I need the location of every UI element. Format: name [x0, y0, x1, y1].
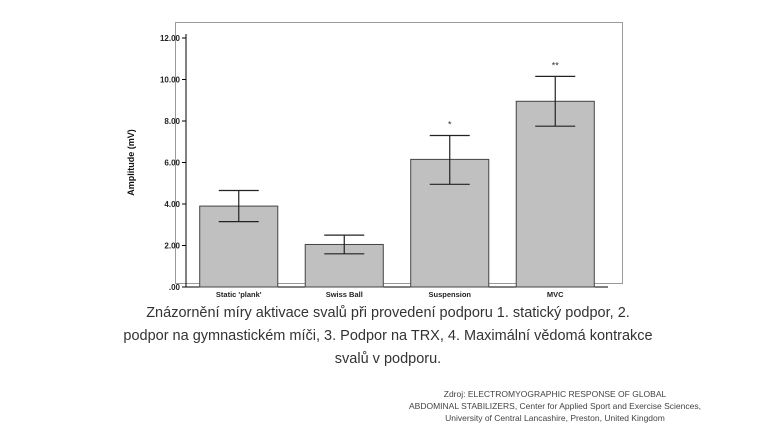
y-tick-label: 8.00 — [164, 117, 180, 126]
source-line-2: ABDOMINAL STABILIZERS, Center for Applie… — [409, 401, 701, 411]
x-tick-label: MVC — [547, 290, 564, 299]
source-line-3: University of Central Lancashire, Presto… — [445, 413, 665, 423]
caption-line-3: svalů v podporu. — [334, 351, 442, 367]
x-tick-label: Swiss Ball — [326, 290, 363, 299]
bar-chart: .00 2.00 4.00 6.00 8.00 10.00 12.00 Amplitude (… — [126, 34, 608, 299]
y-tick-label: 4.00 — [164, 200, 180, 209]
y-axis-title: Amplitude (mV) — [126, 129, 136, 196]
figure-caption: Znázornění míry aktivace svalů při prove… — [100, 302, 676, 371]
y-tick-label: 10.00 — [160, 76, 181, 85]
y-tick-label: 6.00 — [164, 159, 180, 168]
source-line-1: Zdroj: ELECTROMYOGRAPHIC RESPONSE OF GLO… — [443, 389, 667, 399]
significance-marker: ** — [552, 60, 560, 70]
caption-line-2: podpor na gymnastickém míči, 3. Podpor n… — [123, 328, 653, 344]
bar — [515, 100, 595, 288]
source-note: Zdroj: ELECTROMYOGRAPHIC RESPONSE OF GLO… — [380, 388, 730, 424]
x-tick-label: Suspension — [428, 290, 471, 299]
y-tick-label: .00 — [169, 283, 181, 292]
y-tick-label: 12.00 — [160, 34, 181, 43]
caption-line-1: Znázornění míry aktivace svalů při prove… — [146, 305, 630, 321]
significance-marker: * — [448, 120, 452, 130]
y-tick-label: 2.00 — [164, 242, 180, 251]
x-tick-label: Static 'plank' — [216, 290, 262, 299]
